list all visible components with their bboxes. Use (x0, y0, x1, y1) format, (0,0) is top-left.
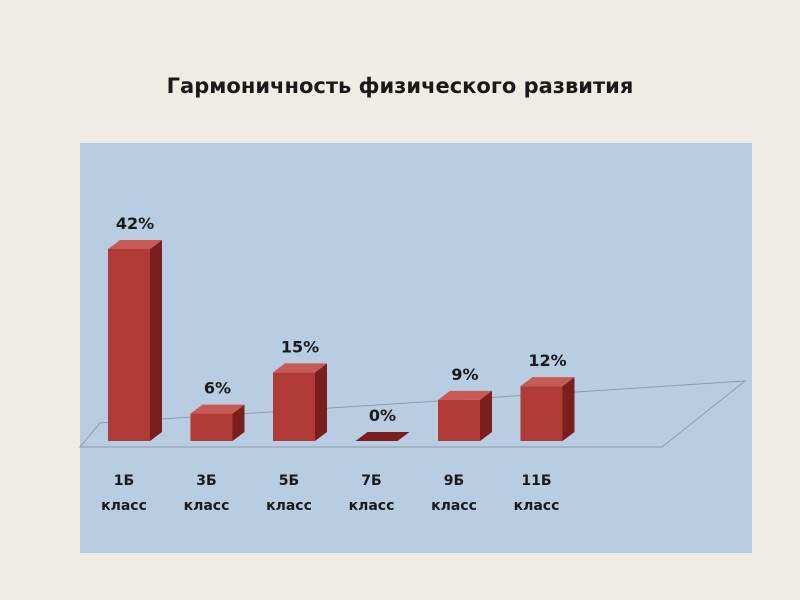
data-label: 42% (116, 214, 154, 233)
data-label: 6% (204, 379, 231, 398)
data-label: 9% (451, 365, 478, 384)
x-tick-label: класс (101, 498, 147, 514)
bar-top-face (190, 404, 245, 414)
bar-top-face (438, 390, 492, 400)
data-label: 15% (281, 337, 319, 356)
bar-side-face (150, 240, 162, 441)
bar (190, 413, 233, 441)
bar-side-face (232, 404, 245, 441)
bar-side-face (480, 390, 492, 441)
bar-top-face (273, 363, 327, 373)
plot-area (80, 143, 752, 553)
x-tick-label: 11Б (521, 473, 551, 489)
bar-top-face (520, 377, 575, 387)
bar (108, 249, 150, 441)
data-label: 0% (369, 406, 396, 425)
x-tick-label: класс (349, 498, 395, 514)
bar-top-face (355, 432, 410, 441)
bar (520, 386, 563, 441)
x-tick-label: 1Б (114, 473, 134, 489)
chart-floor (78, 380, 747, 448)
bar-side-face (315, 363, 327, 441)
chart-title: Гармоничность физического развития (166, 74, 634, 98)
bar-side-face (562, 377, 575, 441)
x-tick-label: класс (431, 498, 477, 514)
x-tick-label: класс (184, 498, 230, 514)
x-tick-label: 9Б (444, 473, 464, 489)
x-tick-label: 3Б (196, 473, 216, 489)
x-tick-label: 5Б (279, 473, 299, 489)
x-tick-label: класс (266, 498, 312, 514)
x-tick-label: класс (514, 498, 560, 514)
bar (438, 399, 480, 441)
x-tick-label: 7Б (361, 473, 381, 489)
bar (273, 372, 315, 441)
data-label: 12% (528, 351, 566, 370)
bar-top-face (108, 240, 162, 249)
